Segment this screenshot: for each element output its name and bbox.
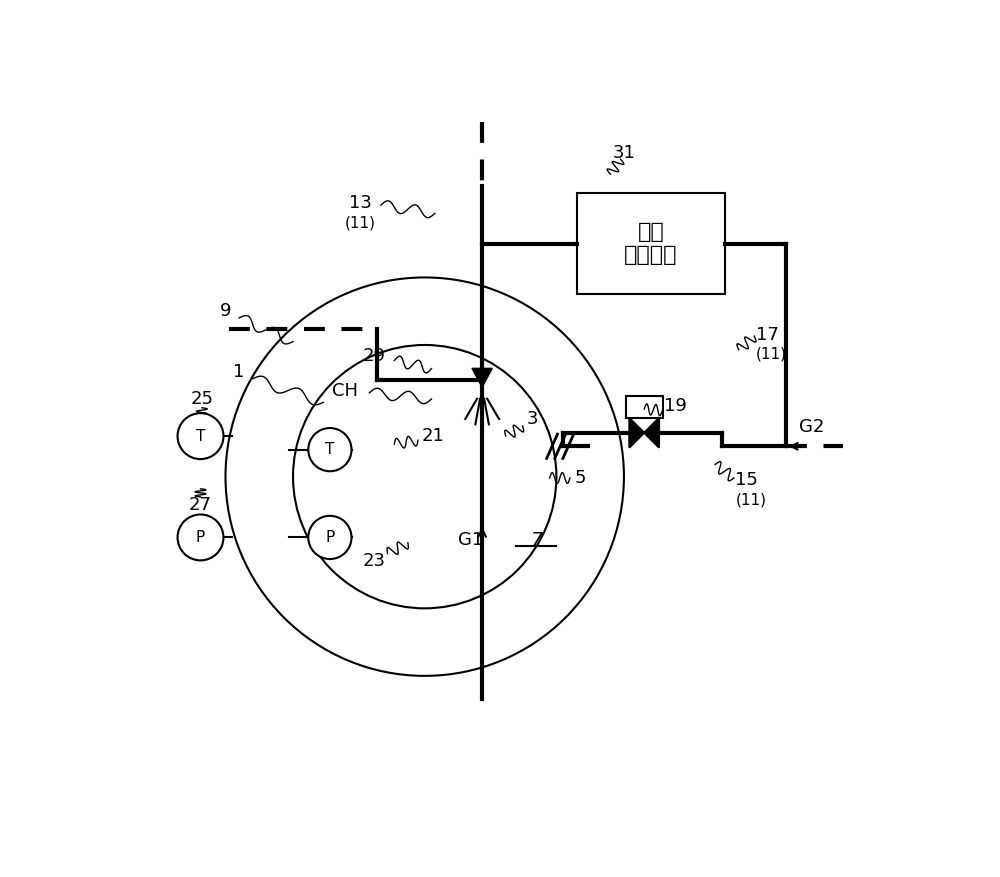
Text: (11): (11) [735,493,766,508]
Text: (11): (11) [345,215,376,231]
Text: 15: 15 [735,471,758,489]
Polygon shape [629,418,644,447]
Polygon shape [472,368,492,388]
Circle shape [308,428,352,471]
Polygon shape [644,418,659,447]
Bar [577,193,725,295]
Text: P: P [196,530,205,545]
Text: 13: 13 [349,194,372,212]
Text: CH: CH [332,381,358,400]
Circle shape [178,515,223,560]
Text: 19: 19 [664,396,687,415]
Text: 25: 25 [190,390,213,408]
Text: 17: 17 [756,326,778,344]
Bar [626,396,663,418]
Text: 气体
输送装置: 气体 输送装置 [624,222,678,265]
Text: P: P [325,530,335,545]
Text: 5: 5 [574,469,586,487]
Text: T: T [325,442,335,457]
Text: 27: 27 [189,496,212,514]
Text: 1: 1 [233,363,245,381]
Text: G1: G1 [458,531,484,549]
Text: 9: 9 [220,303,231,320]
Circle shape [178,413,223,459]
Text: 31: 31 [612,144,635,161]
Text: 23: 23 [363,552,386,570]
Text: 29: 29 [363,347,386,366]
Text: G2: G2 [799,417,824,436]
Text: 3: 3 [527,410,539,428]
Text: 21: 21 [421,427,444,446]
Text: T: T [196,429,205,444]
Text: (11): (11) [756,346,787,361]
Text: 7: 7 [530,531,542,550]
Circle shape [308,516,352,559]
